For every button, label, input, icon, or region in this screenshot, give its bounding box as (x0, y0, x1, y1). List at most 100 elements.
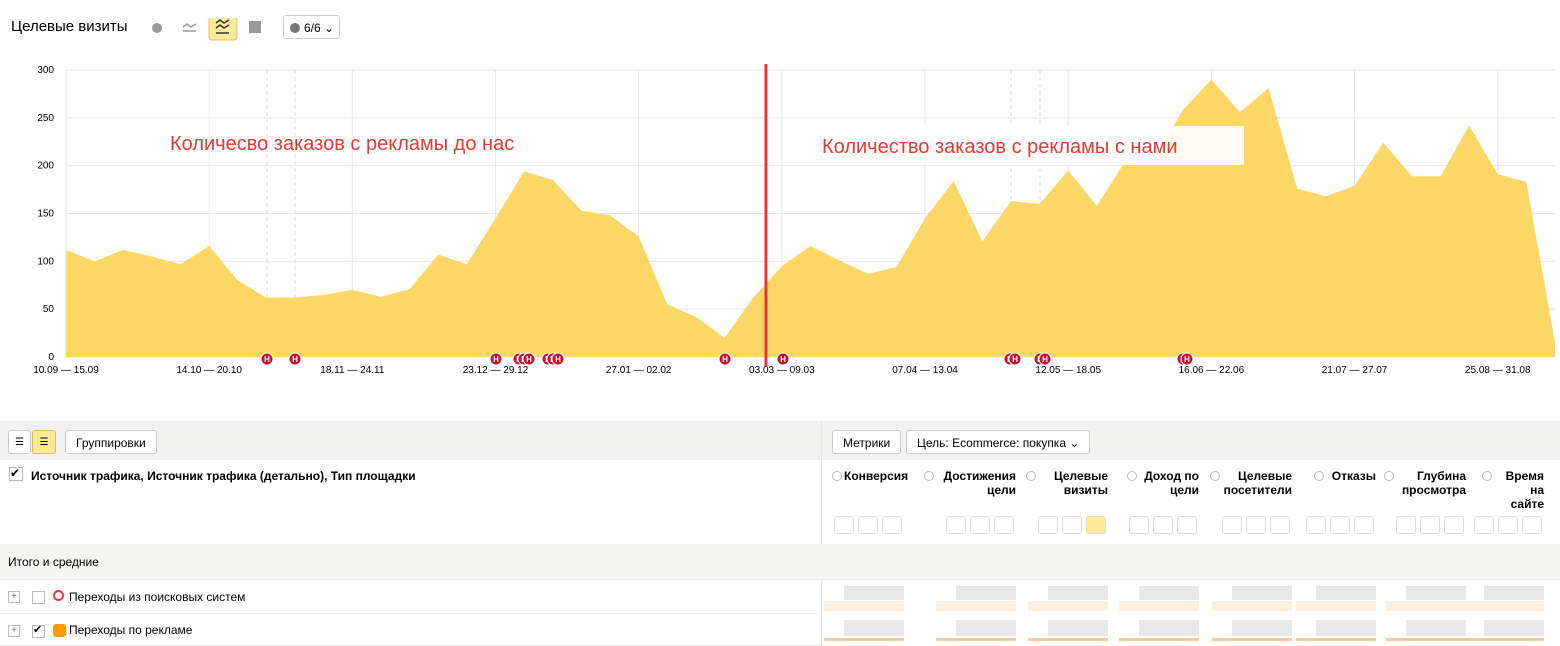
list-view[interactable]: ☰ (8, 430, 31, 454)
blurred-bar (1028, 601, 1108, 611)
blurred-cell (1316, 586, 1376, 600)
y-tick-label: 100 (37, 256, 54, 267)
column-info-icon (1026, 471, 1036, 481)
blurred-cell (956, 620, 1016, 636)
blurred-bar (936, 601, 1016, 611)
column-chart-button[interactable] (994, 516, 1014, 534)
blurred-bar (1028, 638, 1108, 641)
column-chart-button[interactable] (1222, 516, 1242, 534)
column-chart-button[interactable] (1396, 516, 1416, 534)
column-chart-button[interactable] (858, 516, 878, 534)
column-chart-button[interactable] (946, 516, 966, 534)
column-chart-button[interactable] (1444, 516, 1464, 534)
checkbox[interactable]: ✔ (9, 467, 23, 481)
blurred-cell (1048, 586, 1108, 600)
column-chart-button[interactable] (1086, 516, 1106, 534)
row-label[interactable]: Переходы из поисковых систем (69, 590, 246, 604)
note-marker-label: Н (1184, 355, 1190, 364)
column-chart-button[interactable] (1129, 516, 1149, 534)
blurred-cell (1484, 586, 1544, 600)
column-chart-button[interactable] (970, 516, 990, 534)
blurred-cell (1139, 620, 1199, 636)
y-tick-label: 0 (48, 352, 54, 363)
page-title: Целевые визиты (11, 18, 128, 35)
toolbar (0, 421, 1560, 460)
chart: 0 50 100 150 200 250 300 10.09 — 15.09 14.10 — 2… (33, 64, 1555, 376)
metrics-button[interactable]: Метрики (832, 430, 902, 454)
row-checkbox[interactable]: ✔ (32, 625, 45, 638)
note-marker-label: Н (264, 355, 270, 364)
column-chart-button[interactable] (1420, 516, 1440, 534)
note-marker-label: Н (1042, 355, 1048, 364)
column-chart-button[interactable] (1270, 516, 1290, 534)
table-row (0, 580, 821, 614)
expand-button[interactable]: + (8, 591, 20, 603)
column-chart-button[interactable] (1038, 516, 1058, 534)
x-tick-label: 18.11 — 24.11 (320, 365, 385, 376)
note-marker-label: Н (1012, 355, 1018, 364)
groupings-button[interactable]: Группировки (65, 430, 157, 454)
blurred-bar (1119, 601, 1199, 611)
blurred-bar (1212, 601, 1292, 611)
note-marker-label: Н (555, 355, 561, 364)
blurred-cell (1232, 620, 1292, 636)
column-chart-button[interactable] (1474, 516, 1494, 534)
row-label: Итого и средние (8, 555, 99, 569)
column-header[interactable]: Отказы (1331, 469, 1376, 483)
note-marker-label: Н (780, 355, 786, 364)
column-chart-button[interactable] (834, 516, 854, 534)
x-tick-label: 25.08 — 31.08 (1465, 365, 1531, 376)
column-header[interactable]: Достижения цели (943, 469, 1016, 497)
note-marker (718, 352, 732, 366)
column-chart-button[interactable] (1062, 516, 1082, 534)
blurred-cell (1406, 586, 1466, 600)
x-tick-label: 03.03 — 09.03 (749, 365, 815, 376)
column-chart-button[interactable] (1177, 516, 1197, 534)
column-header[interactable]: Конверсия (844, 469, 909, 483)
blurred-cell (844, 620, 904, 636)
note-marker (1038, 352, 1052, 366)
goal-select[interactable]: Цель: Ecommerce: покупка ⌄ (906, 430, 1091, 454)
blurred-bar (1386, 601, 1466, 611)
annotation: Количесво заказов с рекламы до нас (170, 133, 514, 155)
column-header[interactable]: Время на сайте (1505, 469, 1544, 511)
note-marker (551, 352, 565, 366)
expand-button[interactable]: + (8, 625, 20, 637)
blurred-bar (824, 638, 904, 641)
column-chart-button[interactable] (1498, 516, 1518, 534)
column-chart-button[interactable] (1153, 516, 1173, 534)
row-checkbox[interactable] (32, 591, 45, 604)
column-info-icon (832, 471, 842, 481)
blurred-cell (1232, 586, 1292, 600)
column-header[interactable]: Целевые визиты (1053, 469, 1108, 497)
column-header[interactable]: Целевые посетители (1223, 469, 1292, 497)
blurred-bar (1212, 638, 1292, 641)
annotation-bg (815, 126, 1244, 165)
goal-label: Цель: Ecommerce: покупка (917, 436, 1066, 450)
column-info-icon (1314, 471, 1324, 481)
blurred-bar (1296, 601, 1376, 611)
column-chart-button[interactable] (882, 516, 902, 534)
view-switch[interactable] (148, 18, 268, 42)
column-chart-button[interactable] (1246, 516, 1266, 534)
tree-view[interactable]: ☰ (32, 430, 56, 454)
column-header[interactable]: Доход по цели (1144, 469, 1199, 497)
dimension-header: Источник трафика, Источник трафика (дета… (31, 469, 416, 483)
divider (821, 421, 822, 646)
notes-count: 6/6 (304, 21, 321, 35)
x-tick-label: 27.01 — 02.02 (606, 365, 672, 376)
column-info-icon (1127, 471, 1137, 481)
column-chart-button[interactable] (1522, 516, 1542, 534)
column-chart-button[interactable] (1306, 516, 1326, 534)
blurred-cell (956, 586, 1016, 600)
column-header[interactable]: Глубина просмотра (1401, 469, 1466, 497)
y-tick-label: 200 (37, 161, 54, 172)
blurred-cell (1139, 586, 1199, 600)
column-chart-button[interactable] (1330, 516, 1350, 534)
column-info-icon (1210, 471, 1220, 481)
row-label[interactable]: Переходы по рекламе (69, 623, 193, 637)
note-marker (776, 352, 790, 366)
column-chart-button[interactable] (1354, 516, 1374, 534)
y-tick-label: 300 (37, 65, 54, 76)
y-tick-label: 50 (43, 304, 55, 315)
